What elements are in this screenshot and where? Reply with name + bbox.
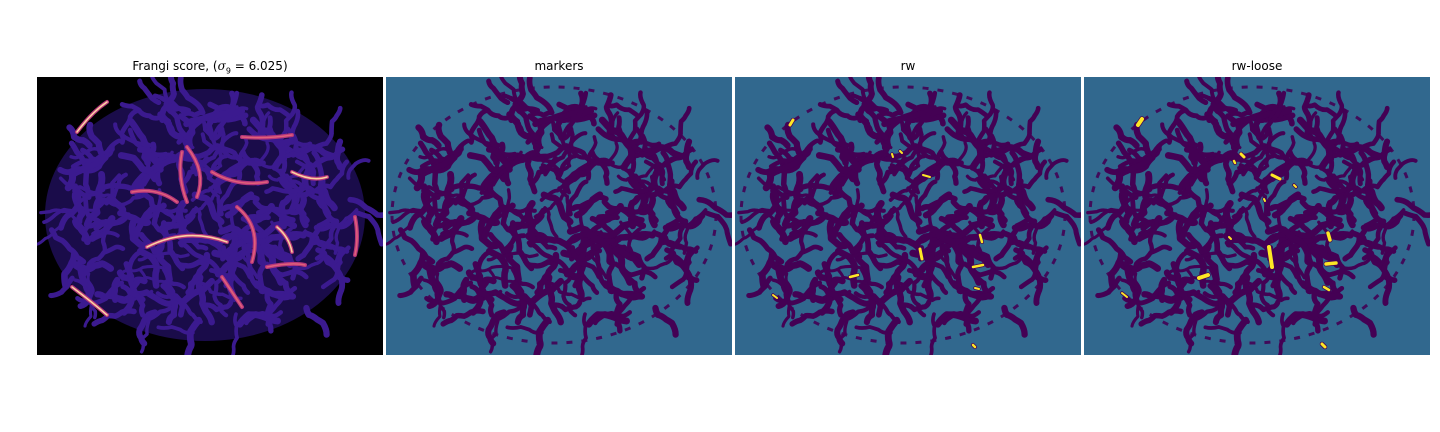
frangi-title-prefix: Frangi score, ( xyxy=(132,59,218,73)
vessel-network xyxy=(1084,77,1430,355)
vessel-network xyxy=(735,77,1081,355)
vessel-network xyxy=(386,77,732,355)
frangi-panel-title: Frangi score, (σ9 = 6.025) xyxy=(37,58,383,79)
sigma-symbol: σ xyxy=(217,59,226,73)
markers-panel-title: markers xyxy=(534,59,584,73)
tissue-boundary xyxy=(390,85,718,345)
rw-loose-image xyxy=(1084,77,1430,355)
markers-image xyxy=(386,77,732,355)
rw-loose-panel-title: rw-loose xyxy=(1231,59,1283,73)
tissue-boundary xyxy=(739,85,1067,345)
sigma-subscript: 9 xyxy=(225,66,231,76)
sigma-value: = 6.025 xyxy=(230,59,283,73)
bright-vessels xyxy=(70,100,359,317)
frangi-title-suffix: ) xyxy=(282,59,288,73)
segmented-vessels xyxy=(771,117,985,349)
segmented-vessels xyxy=(1120,116,1339,350)
frangi-score-image xyxy=(37,77,383,355)
rw-panel-title: rw xyxy=(900,59,916,73)
rw-image xyxy=(735,77,1081,355)
tissue-boundary xyxy=(1088,85,1416,345)
